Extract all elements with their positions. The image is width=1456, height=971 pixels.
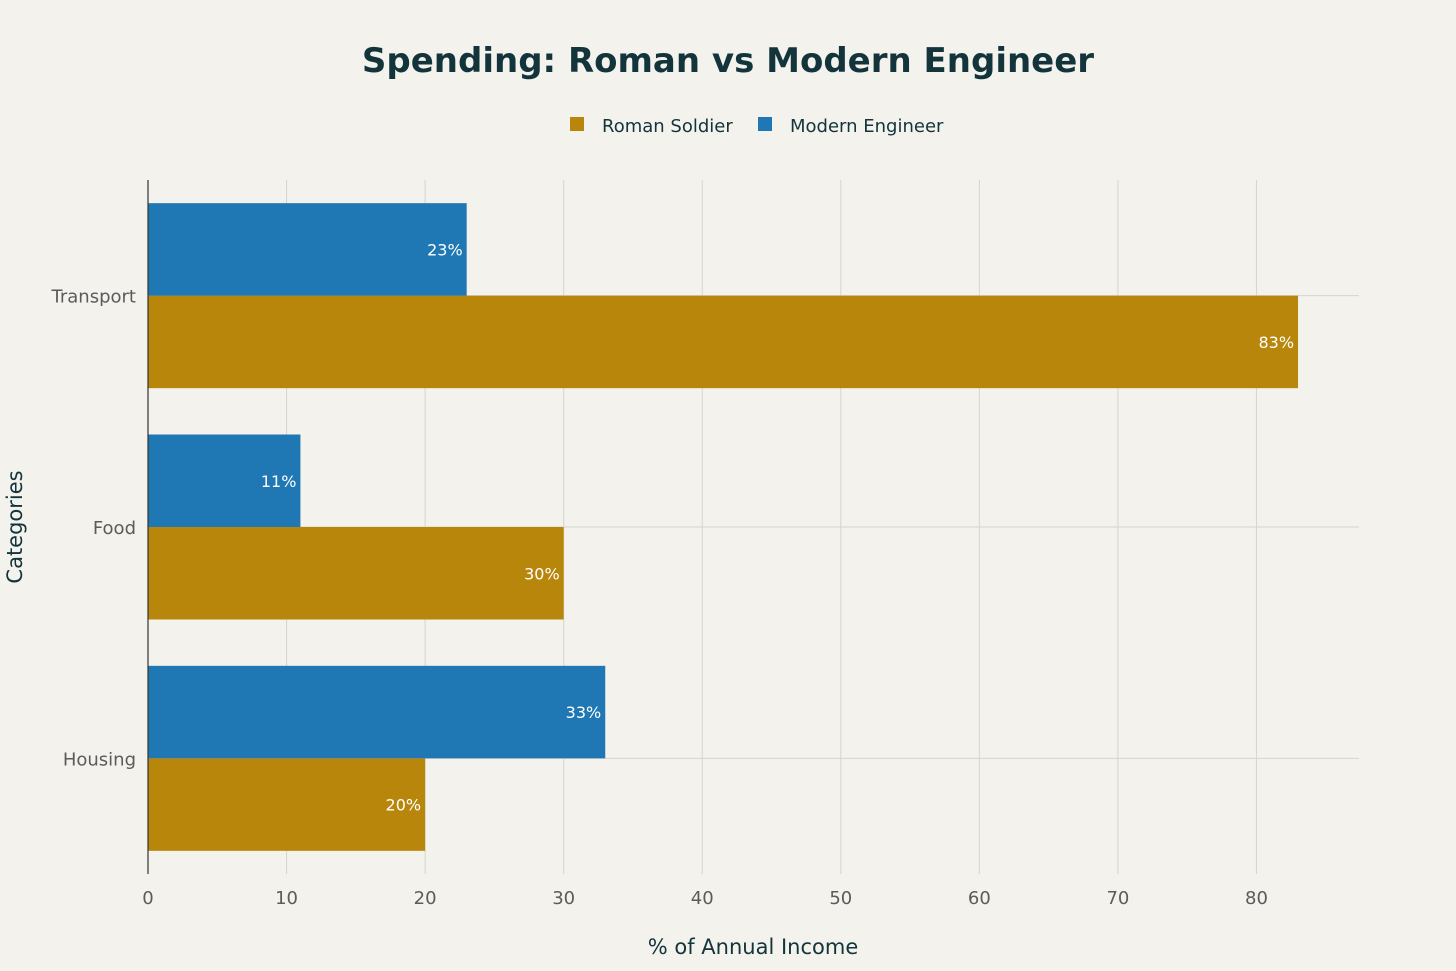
chart-title: Spending: Roman vs Modern Engineer bbox=[362, 41, 1094, 81]
x-tick-label-10: 10 bbox=[275, 888, 298, 909]
bar-label-roman-soldier-transport: 83% bbox=[1258, 333, 1294, 352]
bar-modern-engineer-housing bbox=[148, 665, 606, 759]
bar-label-roman-soldier-food: 30% bbox=[524, 564, 560, 583]
bar-roman-soldier-food bbox=[148, 527, 564, 620]
bar-modern-engineer-transport bbox=[148, 203, 467, 296]
x-tick-label-80: 80 bbox=[1245, 888, 1268, 909]
legend-label-modern-engineer: Modern Engineer bbox=[790, 116, 944, 137]
x-tick-label-70: 70 bbox=[1106, 888, 1129, 909]
bars: 83% 23% 30% 11% 20% 33% bbox=[148, 203, 1299, 851]
bar-label-modern-engineer-housing: 33% bbox=[566, 703, 602, 722]
x-axis-title: % of Annual Income bbox=[648, 935, 859, 959]
y-axis-title: Categories bbox=[3, 470, 27, 583]
x-tick-label-30: 30 bbox=[552, 888, 575, 909]
axes: 0 10 20 30 40 50 60 70 80 Transport Food Housing bbox=[51, 180, 1268, 909]
y-tick-label-housing: Housing bbox=[63, 749, 136, 770]
bar-label-modern-engineer-transport: 23% bbox=[427, 240, 463, 259]
y-tick-label-transport: Transport bbox=[51, 287, 136, 308]
legend-swatch-roman-soldier bbox=[570, 117, 584, 131]
bar-label-modern-engineer-food: 11% bbox=[261, 472, 297, 491]
x-tick-label-0: 0 bbox=[142, 888, 153, 909]
x-tick-label-50: 50 bbox=[829, 888, 852, 909]
bar-modern-engineer-food bbox=[148, 434, 301, 527]
legend: Roman Soldier Modern Engineer bbox=[570, 116, 944, 137]
legend-label-roman-soldier: Roman Soldier bbox=[602, 116, 733, 137]
y-tick-label-food: Food bbox=[93, 518, 136, 539]
x-tick-label-20: 20 bbox=[414, 888, 437, 909]
x-tick-label-60: 60 bbox=[968, 888, 991, 909]
bar-label-roman-soldier-housing: 20% bbox=[386, 796, 422, 815]
x-tick-label-40: 40 bbox=[691, 888, 714, 909]
bar-roman-soldier-transport bbox=[148, 295, 1299, 389]
bar-roman-soldier-housing bbox=[148, 758, 426, 851]
legend-swatch-modern-engineer bbox=[758, 117, 772, 131]
